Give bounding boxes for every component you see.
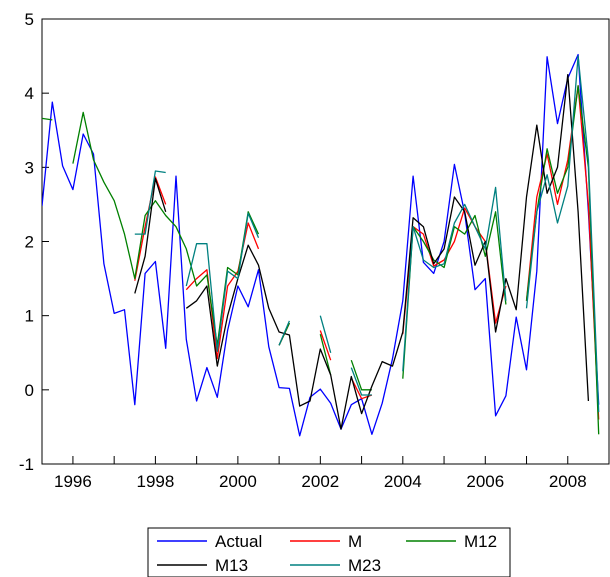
x-tick-label: 1998 [136,472,174,491]
legend-box [147,527,511,577]
y-tick-label: 4 [25,84,34,103]
x-tick-label: 2000 [219,472,257,491]
y-tick-label: 0 [25,381,34,400]
x-tick-label: 2004 [384,472,422,491]
x-tick-label: 1996 [54,472,92,491]
legend-label-m12: M12 [464,532,497,551]
series-line-m23 [134,55,600,413]
series-line-m13 [134,73,590,430]
legend: Actual M M12 M13 M23 [147,527,511,577]
series-lines [42,53,600,437]
legend-label-actual: Actual [215,532,262,551]
series-line-m12 [42,85,600,435]
x-axis: 1996 1998 2000 2002 2004 2006 2008 [54,456,610,491]
y-tick-label: 3 [25,158,34,177]
y-tick-label: -1 [19,455,34,474]
y-axis: -1 0 1 2 3 4 5 [19,10,49,474]
legend-label-m13: M13 [215,556,248,575]
series-line-actual [42,53,600,437]
legend-label-m: M [348,532,362,551]
plot-frame [41,18,610,465]
series-line-m [134,85,600,420]
y-tick-label: 1 [25,307,34,326]
y-tick-label: 2 [25,233,34,252]
legend-label-m23: M23 [348,556,381,575]
y-tick-label: 5 [25,10,34,29]
x-tick-label: 2008 [549,472,587,491]
x-tick-label: 2006 [466,472,504,491]
x-tick-label: 2002 [301,472,339,491]
